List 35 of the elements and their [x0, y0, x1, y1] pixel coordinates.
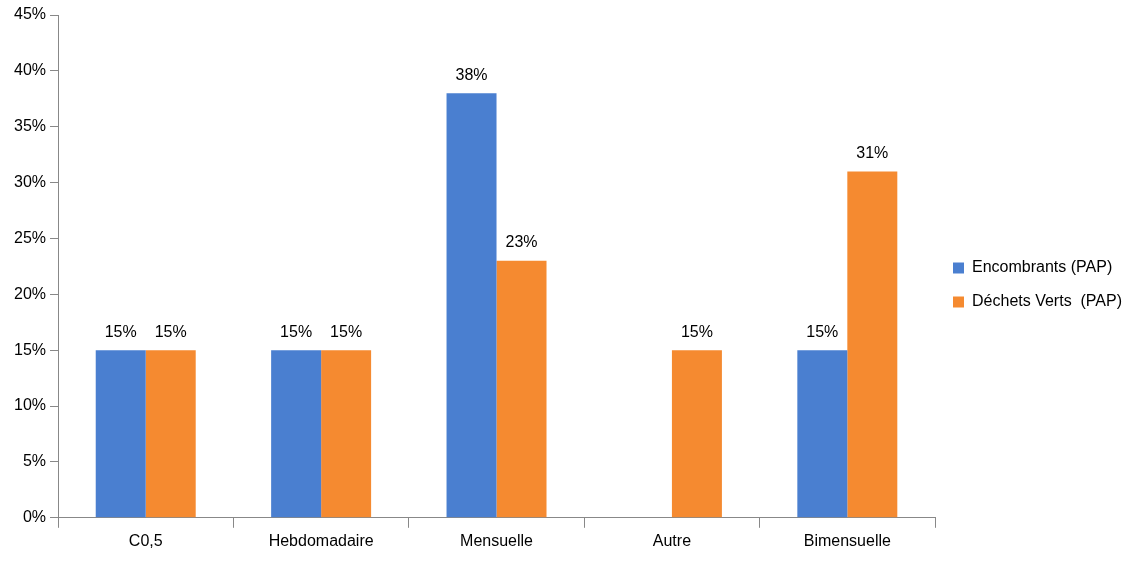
data-label: 15% [154, 322, 187, 340]
y-tick-label: 10% [13, 396, 47, 414]
bar [321, 350, 372, 518]
data-label: 15% [806, 322, 839, 340]
y-tick-label: 25% [13, 228, 47, 246]
x-tick-label: Hebdomadaire [268, 531, 374, 549]
bar [671, 350, 722, 518]
legend-label: Déchets Verts (PAP) [972, 292, 1123, 310]
data-label: 15% [104, 322, 137, 340]
y-tick-label: 30% [13, 173, 47, 191]
bar [95, 350, 146, 518]
x-tick-label: Bimensuelle [803, 531, 891, 549]
y-tick-label: 5% [22, 452, 47, 470]
bar [496, 260, 547, 518]
legend-label: Encombrants (PAP) [972, 258, 1113, 276]
y-tick-label: 15% [13, 340, 47, 358]
data-label: 15% [280, 322, 313, 340]
y-tick-label: 35% [13, 117, 47, 135]
x-tick-label: Autre [652, 531, 692, 549]
bar [446, 93, 497, 518]
data-label: 38% [455, 65, 488, 83]
bar [847, 171, 898, 518]
y-tick-label: 20% [13, 284, 47, 302]
x-tick-label: Mensuelle [460, 531, 534, 549]
bar [797, 350, 848, 518]
data-label: 15% [330, 322, 363, 340]
data-label: 23% [505, 233, 538, 251]
y-tick-label: 0% [22, 508, 47, 526]
bar [145, 350, 196, 518]
data-label: 31% [856, 143, 889, 161]
bar [271, 350, 322, 518]
x-tick-label: C0,5 [128, 531, 163, 549]
data-label: 15% [680, 322, 713, 340]
y-tick-label: 45% [13, 5, 47, 23]
y-tick-label: 40% [13, 61, 47, 79]
